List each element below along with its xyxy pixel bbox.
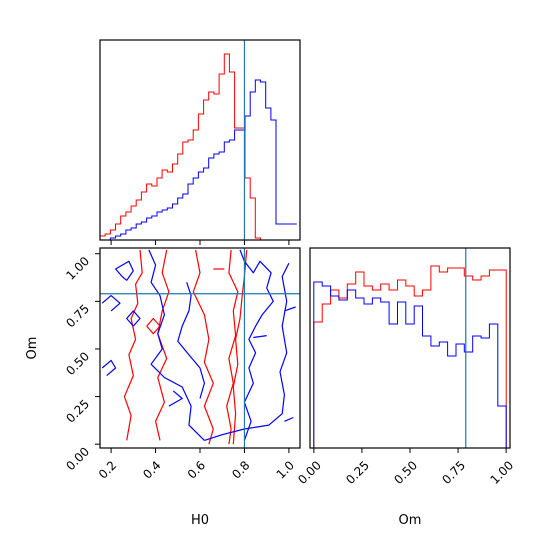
contour-line-16 — [253, 335, 267, 339]
contour-ytick-label-1: 0.25 — [63, 397, 92, 426]
om-histogram-panel: 0.00 0.25 0.50 0.75 1.00 Om — [295, 247, 516, 528]
contour-line-1 — [155, 249, 170, 441]
contour-line-12 — [126, 310, 141, 327]
y-axis-label-om: Om — [25, 337, 40, 360]
contour-line-7 — [148, 249, 205, 441]
contour-ytick-label-2: 0.50 — [63, 349, 92, 378]
contour-xtick-label-2: 0.6 — [185, 458, 208, 481]
h0-om-contour-panel: 0.2 0.4 0.6 0.8 1.0 0.000.250.500.751.00 H0 … — [25, 247, 301, 528]
contour-yticks: 0.00 0.25 0.50 0.75 1.00 — [63, 253, 100, 473]
om-histogram-xtick-label-3: 0.75 — [439, 458, 468, 487]
h0-histogram-frame — [99, 39, 301, 241]
contour-line-13 — [101, 295, 121, 312]
h0-histogram-series-1 — [100, 79, 297, 241]
contour-ytick-label-0: 0.00 — [63, 444, 92, 473]
contour-xtick-label-3: 0.8 — [229, 458, 252, 481]
contour-line-8 — [204, 262, 290, 441]
contour-xtick-label-1: 0.4 — [140, 458, 163, 481]
om-histogram-series-0 — [313, 265, 507, 448]
contour-xtick-label-4: 1.0 — [274, 458, 297, 481]
contour-line-0 — [123, 249, 143, 441]
om-histogram-xticks: 0.00 0.25 0.50 0.75 1.00 — [295, 448, 516, 487]
contour-line-11 — [114, 260, 134, 281]
contour-line-9 — [239, 249, 274, 441]
h0-histogram-panel — [99, 39, 301, 245]
contour-xticks: 0.2 0.4 0.6 0.8 1.0 — [96, 448, 297, 482]
contour-line-2 — [192, 249, 214, 445]
contour-line-17 — [284, 306, 296, 312]
h0-histogram-series-0 — [99, 53, 297, 241]
om-histogram-xtick-label-0: 0.00 — [295, 458, 324, 487]
contour-ytick-label-4: 1.00 — [63, 254, 92, 283]
contour-line-14 — [101, 359, 117, 377]
om-histogram-frame — [309, 247, 511, 449]
contour-xtick-label-0: 0.2 — [96, 458, 119, 481]
om-histogram-xtick-label-4: 1.00 — [487, 458, 516, 487]
om-histogram-xtick-label-2: 0.50 — [391, 458, 420, 487]
h0-histogram-xticks — [110, 240, 290, 245]
contour-line-18 — [284, 416, 294, 422]
x-axis-label-om: Om — [399, 513, 422, 528]
h0-histogram-steps — [99, 53, 297, 241]
om-histogram-steps — [313, 265, 507, 448]
contour-line-10 — [177, 282, 205, 399]
x-axis-label-h0: H0 — [191, 513, 209, 528]
contour-line-3 — [226, 249, 239, 445]
om-histogram-series-1 — [313, 281, 507, 448]
contour-line-15 — [168, 390, 183, 407]
contour-ytick-label-3: 0.75 — [63, 302, 92, 331]
contour-lines — [101, 249, 296, 445]
contour-line-4 — [232, 249, 248, 445]
om-histogram-xtick-label-1: 0.25 — [343, 458, 372, 487]
